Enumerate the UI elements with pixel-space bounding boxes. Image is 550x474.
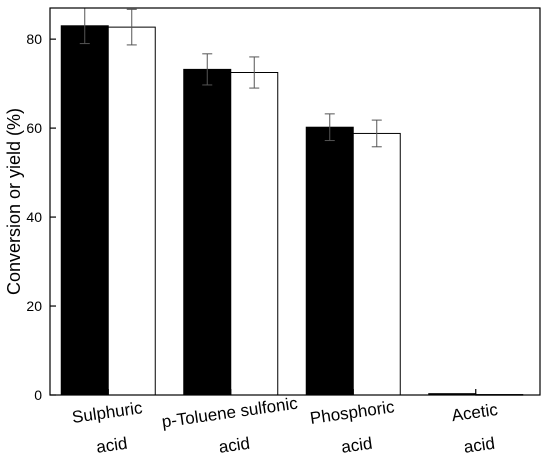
x-category-label-line: Phosphoric [309, 397, 396, 428]
y-tick-label: 80 [26, 31, 42, 47]
x-category-label-line: acid [95, 434, 129, 457]
bar-series-2-cat-3 [352, 132, 401, 396]
bars-layer [60, 25, 524, 396]
y-axis: 0 20 40 60 80 [26, 31, 56, 403]
y-tick-label: 40 [26, 209, 42, 225]
y-axis-title: Conversion or yield (%) [4, 108, 24, 295]
x-category-label-line: acid [340, 434, 374, 457]
plot-frame [49, 7, 541, 396]
x-category-label: Phosphoric acid [309, 397, 396, 457]
y-tick-label: 60 [26, 120, 42, 136]
y-tick-label: 20 [26, 298, 42, 314]
x-category-label-line: Sulphuric [71, 398, 144, 427]
x-category-label: Acetic acid [450, 400, 499, 457]
x-category-label: Sulphuric acid [71, 398, 144, 457]
x-category-label-line: p-Toluene sulfonic [161, 394, 300, 432]
x-category-label-line: Acetic [450, 400, 499, 425]
bar-series-2-cat-1 [107, 26, 156, 396]
bar-series-1-cat-3 [305, 126, 354, 396]
bar-series-1-cat-2 [183, 68, 232, 396]
x-category-label-line: acid [218, 434, 252, 457]
bar-series-1-cat-1 [60, 25, 109, 396]
y-tick-label: 0 [34, 387, 42, 403]
x-category-label-line: acid [463, 434, 497, 457]
bar-series-2-cat-2 [230, 72, 279, 396]
